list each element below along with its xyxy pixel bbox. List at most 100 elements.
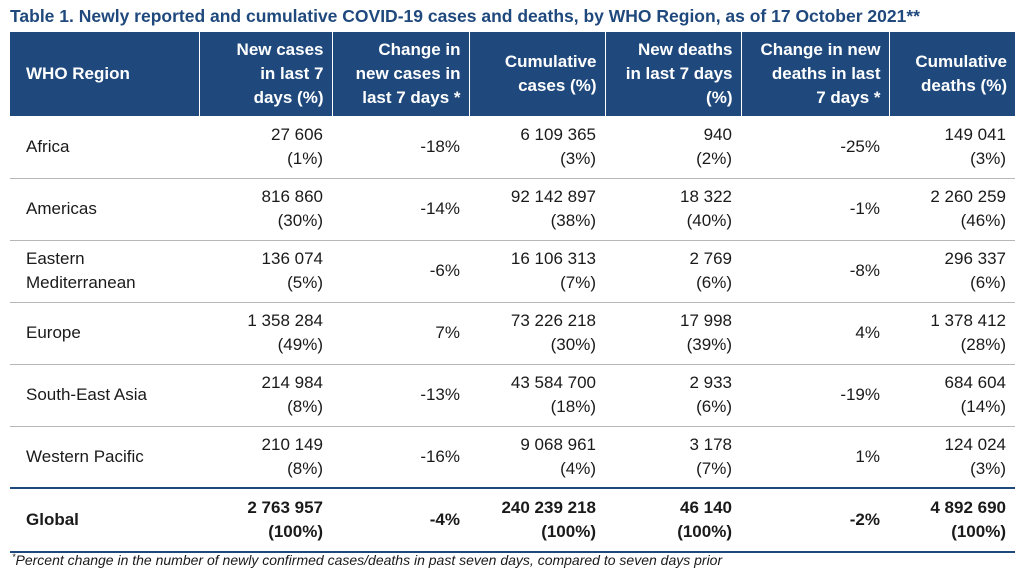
header-line: last 7 days * <box>362 88 461 107</box>
header-row: WHO Region New cases in last 7 days (%) Ch… <box>10 32 1015 116</box>
cumulative-deaths-cell: 296 337 (6%) <box>889 240 1015 303</box>
cumulative-cases-cell-value: 73 226 218 <box>510 311 596 330</box>
change-new-deaths-cell: -19% <box>741 364 889 427</box>
new-cases-cell: 27 606 (1%) <box>199 116 332 179</box>
cumulative-deaths-cell-value: 4 892 690 <box>930 498 1006 517</box>
cumulative-cases-cell: 73 226 218 (30%) <box>469 302 605 365</box>
region-name: Global <box>10 487 199 553</box>
header-line: days (%) <box>253 88 324 107</box>
cumulative-deaths-cell-percent: (100%) <box>951 522 1006 541</box>
new-cases-cell-percent: (49%) <box>277 335 323 354</box>
cumulative-deaths-cell-percent: (28%) <box>960 335 1006 354</box>
new-deaths-cell: 940 (2%) <box>605 116 741 179</box>
new-deaths-cell: 18 322 (40%) <box>605 178 741 241</box>
table-caption: Table 1. Newly reported and cumulative C… <box>10 6 920 26</box>
new-deaths-cell-value: 18 322 <box>680 187 732 206</box>
region-name-line: Mediterranean <box>26 273 136 292</box>
footnote-text: Percent change in the number of newly co… <box>15 552 723 568</box>
header-change-new-cases: Change in new cases in last 7 days * <box>332 32 470 116</box>
new-deaths-cell-value: 17 998 <box>680 311 732 330</box>
new-cases-cell: 1 358 284 (49%) <box>199 302 332 365</box>
new-cases-cell-percent: (1%) <box>287 148 323 168</box>
region-name: Africa <box>10 116 199 179</box>
new-cases-cell-value: 816 860 <box>261 187 323 206</box>
cumulative-cases-cell-value: 92 142 897 <box>510 187 596 206</box>
cumulative-cases-cell-percent: (38%) <box>550 211 596 230</box>
cumulative-deaths-cell: 124 024 (3%) <box>889 426 1015 489</box>
global-row: Global 2 763 957 (100%) -4% 240 239 218 (100%… <box>10 487 1015 553</box>
cumulative-deaths-cell-value: 124 024 <box>944 434 1006 454</box>
header-line: Cumulative <box>915 52 1007 71</box>
header-line: Change in new <box>760 40 881 59</box>
cumulative-deaths-cell-percent: (6%) <box>970 273 1006 292</box>
cumulative-cases-cell-percent: (4%) <box>560 458 596 478</box>
table-row: Americas 816 860 (30%) -14% 92 142 897 (38%) 1… <box>10 178 1015 241</box>
region-name: Western Pacific <box>10 426 199 489</box>
header-line: deaths (%) <box>921 76 1007 95</box>
new-cases-cell: 210 149 (8%) <box>199 426 332 489</box>
header-line: 7 days * <box>816 88 881 107</box>
footnote-marker: * <box>12 552 16 562</box>
new-cases-cell-percent: (8%) <box>287 397 323 416</box>
header-line: (%) <box>706 88 733 107</box>
cumulative-deaths-cell-value: 296 337 <box>944 249 1006 268</box>
cumulative-deaths-cell-percent: (3%) <box>970 148 1006 168</box>
new-deaths-cell: 3 178 (7%) <box>605 426 741 489</box>
covid-table: WHO Region New cases in last 7 days (%) Ch… <box>10 32 1015 553</box>
new-deaths-cell: 2 769 (6%) <box>605 240 741 303</box>
region-name-line: South-East Asia <box>26 385 147 404</box>
header-new-cases: New cases in last 7 days (%) <box>199 32 333 116</box>
region-name-line: Americas <box>26 199 97 218</box>
new-cases-cell-value: 2 763 957 <box>247 498 323 517</box>
region-name: Europe <box>10 302 199 365</box>
new-deaths-cell-percent: (2%) <box>696 148 732 168</box>
new-deaths-cell: 17 998 (39%) <box>605 302 741 365</box>
change-new-cases-cell: -16% <box>332 426 469 489</box>
change-new-cases-cell: -13% <box>332 364 469 427</box>
cumulative-deaths-cell: 1 378 412 (28%) <box>889 302 1015 365</box>
header-line: cases (%) <box>518 76 597 95</box>
change-new-cases-cell: 7% <box>332 302 469 365</box>
cumulative-cases-cell-percent: (7%) <box>560 273 596 292</box>
header-new-deaths: New deaths in last 7 days (%) <box>605 32 742 116</box>
new-deaths-cell: 2 933 (6%) <box>605 364 741 427</box>
cumulative-deaths-cell: 684 604 (14%) <box>889 364 1015 427</box>
table-body: Africa 27 606 (1%) -18% 6 109 365 (3%) 940 (2%)… <box>10 116 1015 553</box>
change-new-deaths-cell: 1% <box>741 426 889 489</box>
header-line: Change in <box>378 40 461 59</box>
cumulative-cases-cell-percent: (100%) <box>541 522 596 541</box>
region-name: South-East Asia <box>10 364 199 427</box>
new-cases-cell-value: 1 358 284 <box>247 311 323 330</box>
cumulative-cases-cell-percent: (18%) <box>550 397 596 416</box>
table-row: Europe 1 358 284 (49%) 7% 73 226 218 (30%) 17 … <box>10 302 1015 365</box>
cumulative-cases-cell: 9 068 961 (4%) <box>469 426 605 489</box>
cumulative-cases-cell: 240 239 218 (100%) <box>469 487 605 553</box>
cumulative-deaths-cell: 2 260 259 (46%) <box>889 178 1015 241</box>
region-name-line: Eastern <box>26 249 85 268</box>
header-line: New deaths <box>638 40 733 59</box>
cumulative-deaths-cell-percent: (46%) <box>960 211 1006 230</box>
new-deaths-cell-percent: (6%) <box>696 397 732 416</box>
cumulative-cases-cell-value: 9 068 961 <box>520 434 596 454</box>
cumulative-cases-cell: 92 142 897 (38%) <box>469 178 605 241</box>
cumulative-deaths-cell-value: 2 260 259 <box>930 187 1006 206</box>
new-cases-cell: 136 074 (5%) <box>199 240 332 303</box>
new-deaths-cell-percent: (40%) <box>686 211 732 230</box>
new-deaths-cell-percent: (100%) <box>677 522 732 541</box>
table-row: South-East Asia 214 984 (8%) -13% 43 584 700… <box>10 364 1015 427</box>
new-deaths-cell-value: 2 769 <box>689 249 732 268</box>
cumulative-cases-cell-value: 16 106 313 <box>510 249 596 268</box>
change-new-deaths-cell: 4% <box>741 302 889 365</box>
new-cases-cell: 816 860 (30%) <box>199 178 332 241</box>
cumulative-cases-cell: 6 109 365 (3%) <box>469 116 605 179</box>
new-cases-cell-percent: (30%) <box>277 211 323 230</box>
region-name-line: Western Pacific <box>26 446 144 466</box>
region-name: Eastern Mediterranean <box>10 240 199 303</box>
new-deaths-cell-percent: (39%) <box>686 335 732 354</box>
cumulative-cases-cell-value: 43 584 700 <box>510 373 596 392</box>
header-line: WHO Region <box>26 64 130 83</box>
change-new-deaths-cell: -2% <box>741 487 889 553</box>
cumulative-cases-cell-value: 6 109 365 <box>520 124 596 144</box>
header-line: new cases in <box>355 64 461 83</box>
new-cases-cell-percent: (5%) <box>287 273 323 292</box>
